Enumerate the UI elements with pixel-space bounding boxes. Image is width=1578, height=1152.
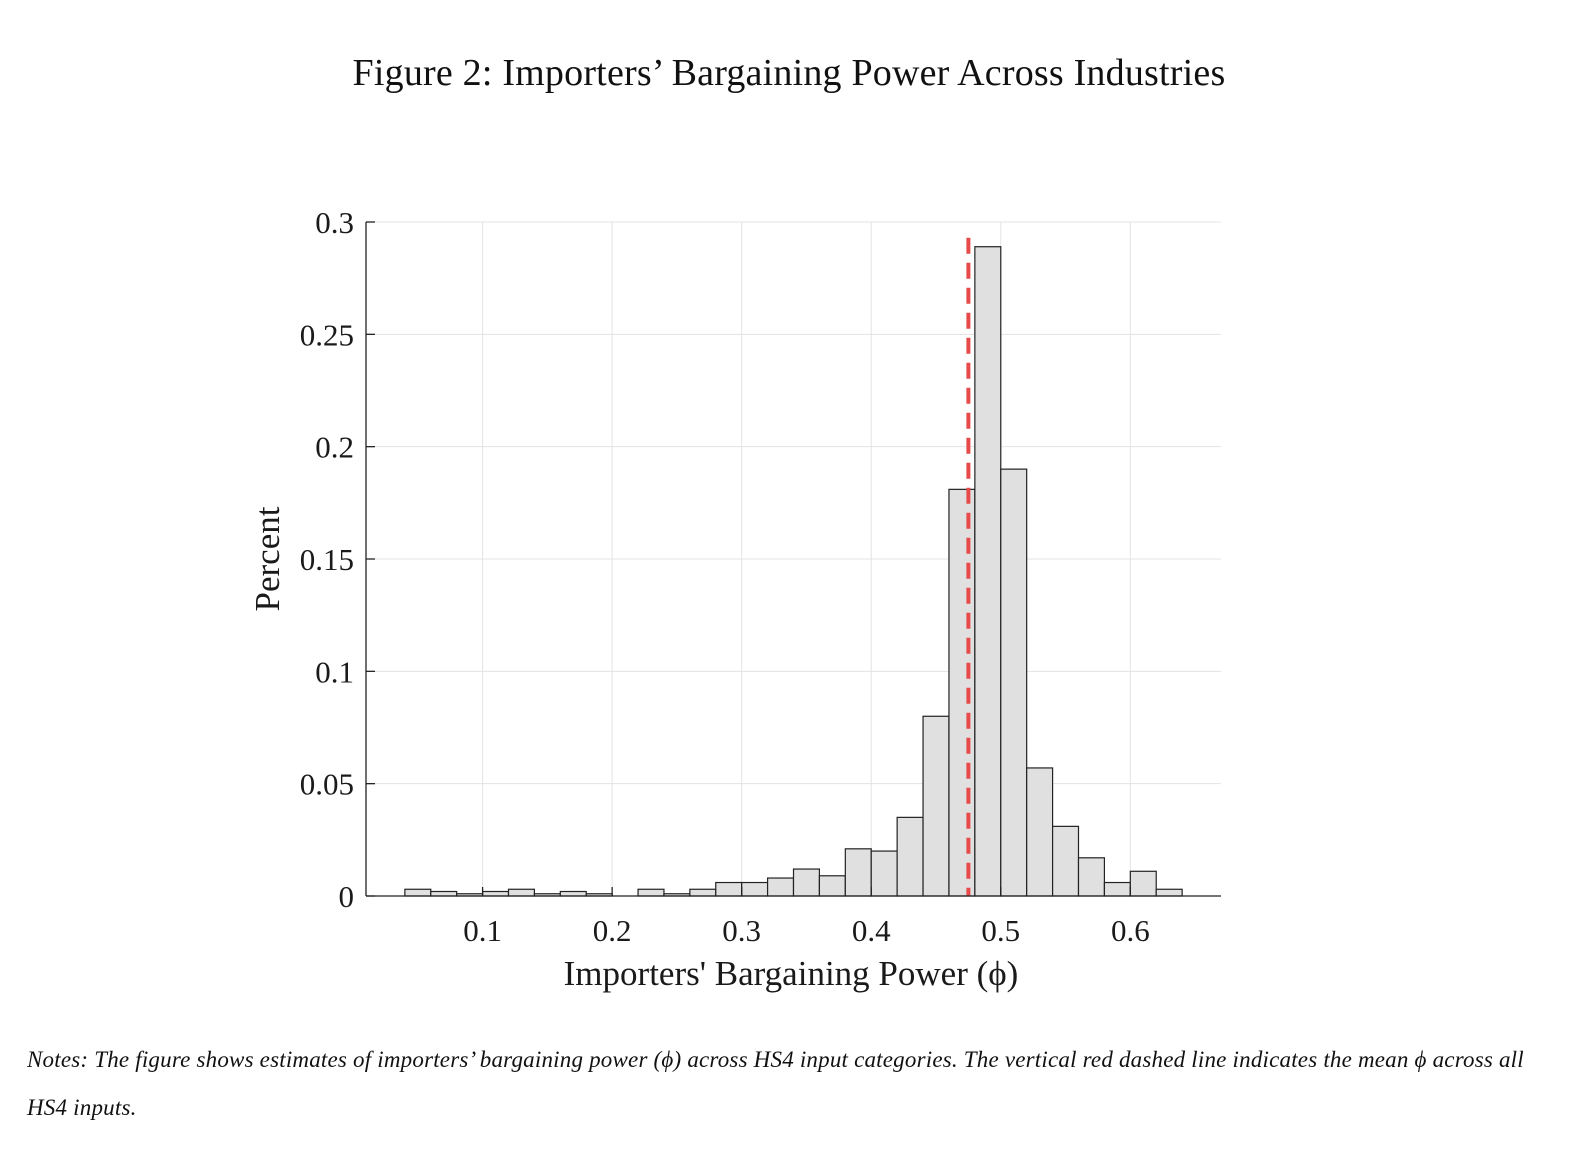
histogram-bar <box>741 881 769 897</box>
histogram-bar <box>1026 767 1054 897</box>
histogram-bar <box>1155 888 1183 897</box>
x-axis-label: Importers' Bargaining Power (ϕ) <box>564 954 1019 993</box>
y-tick-label: 0.15 <box>300 542 354 577</box>
y-tick-label: 0 <box>339 879 355 914</box>
x-tick-label: 0.4 <box>852 913 891 948</box>
y-tick-label: 0.25 <box>300 317 354 352</box>
y-tick-label: 0.2 <box>315 430 354 465</box>
y-axis-label: Percent <box>248 506 287 611</box>
histogram-bar <box>1129 870 1157 897</box>
histogram-bar <box>818 875 846 897</box>
axes-layer <box>365 221 1221 897</box>
figure-notes: Notes: The figure shows estimates of imp… <box>27 1047 1524 1120</box>
histogram-bar <box>896 816 924 897</box>
histogram-bar <box>404 888 432 897</box>
histogram-bar <box>922 715 950 897</box>
histogram-bar <box>948 488 976 897</box>
histogram-bar <box>1000 468 1028 897</box>
histogram-bar <box>844 848 872 897</box>
histogram-bar <box>430 890 458 897</box>
histogram-bar <box>766 877 795 897</box>
histogram-chart: 0 0.05 0.1 0.15 0.2 0.25 0.3 0.1 0.2 0.3 0.4 0.5 0.6… <box>248 205 1221 993</box>
histogram-bar <box>974 246 1002 897</box>
histogram-bar <box>715 881 743 897</box>
figure-title: Figure 2: Importers’ Bargaining Power Ac… <box>352 52 1226 94</box>
histogram-bar <box>792 868 821 897</box>
bars-layer <box>404 246 1183 897</box>
histogram-bar <box>559 890 587 897</box>
histogram-bar <box>507 888 536 897</box>
histogram-svg: 0 0.05 0.1 0.15 0.2 0.25 0.3 0.1 0.2 0.3 0.4 0.5 0.6… <box>248 205 1221 993</box>
histogram-bar <box>689 888 717 897</box>
x-tick-label: 0.1 <box>463 913 502 948</box>
y-tick-label: 0.3 <box>315 205 354 240</box>
histogram-bar <box>1051 825 1080 897</box>
histogram-bar <box>481 890 510 897</box>
histogram-bar <box>1077 857 1106 897</box>
histogram-bar <box>1103 881 1131 897</box>
y-tick-label: 0.1 <box>315 654 354 689</box>
tick-labels-layer: 0 0.05 0.1 0.15 0.2 0.25 0.3 0.1 0.2 0.3 0.4 0.5 0.6 <box>300 205 1150 948</box>
x-tick-label: 0.2 <box>593 913 632 948</box>
grid-layer <box>366 221 1221 896</box>
x-tick-label: 0.3 <box>722 913 761 948</box>
y-tick-label: 0.05 <box>300 767 354 802</box>
histogram-bar <box>637 888 665 897</box>
x-tick-label: 0.5 <box>981 913 1020 948</box>
x-tick-label: 0.6 <box>1111 913 1150 948</box>
histogram-bar <box>870 850 898 897</box>
